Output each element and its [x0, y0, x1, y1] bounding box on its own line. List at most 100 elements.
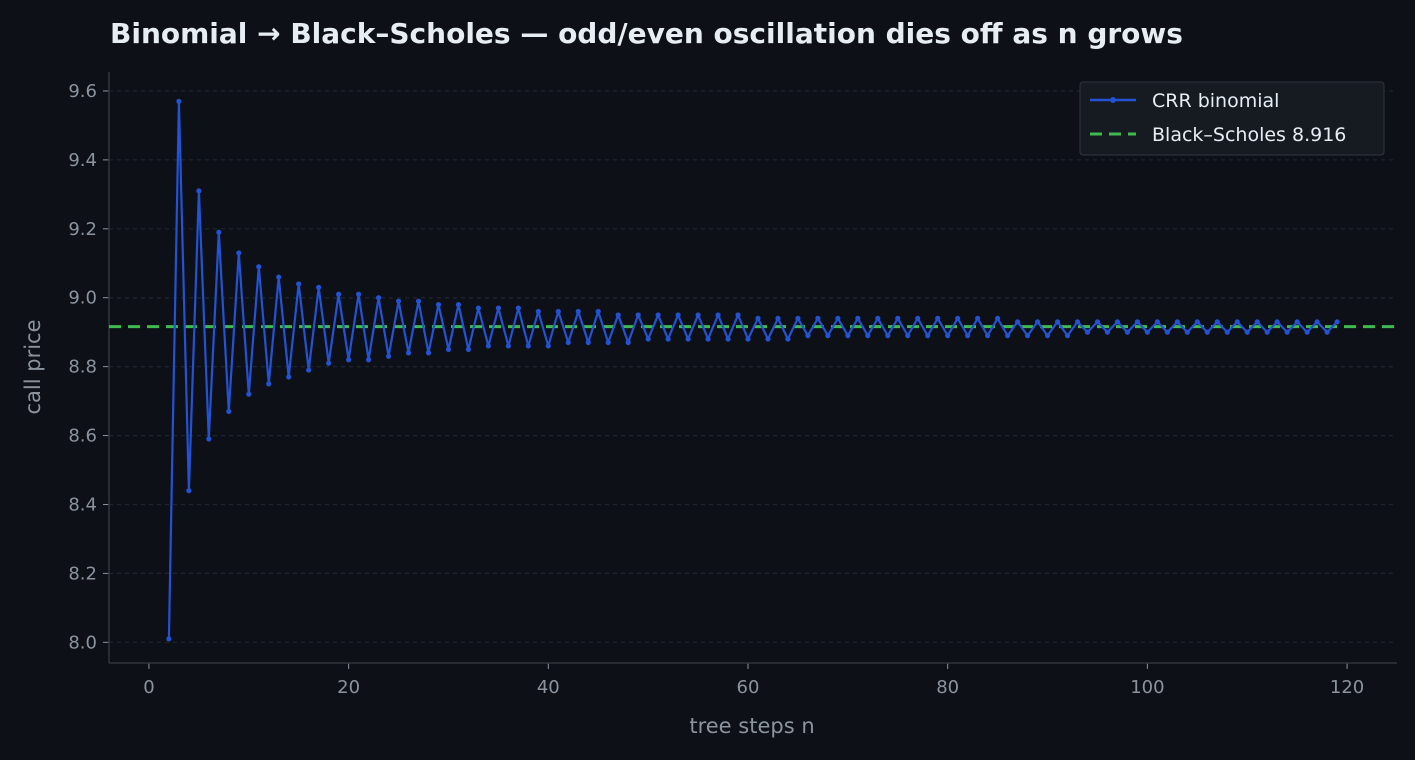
crr-binomial-point: [525, 343, 531, 349]
y-tick-label: 8.2: [68, 563, 97, 584]
crr-binomial-point: [1184, 329, 1190, 335]
crr-binomial-point: [805, 333, 811, 339]
legend-binomial-label: CRR binomial: [1152, 90, 1279, 112]
x-tick-label: 80: [936, 677, 959, 698]
crr-binomial-point: [1044, 333, 1051, 339]
crr-binomial-point: [1264, 329, 1270, 335]
crr-binomial-point: [1144, 329, 1150, 335]
crr-binomial-point: [615, 312, 621, 318]
x-tick-label: 120: [1330, 677, 1364, 698]
crr-binomial-point: [885, 333, 891, 339]
legend-bs-label: Black–Scholes 8.916: [1152, 124, 1346, 146]
x-tick-label: 20: [337, 677, 360, 698]
crr-binomial-point: [515, 305, 521, 311]
crr-binomial-point: [216, 229, 222, 235]
crr-binomial-point: [276, 274, 282, 280]
crr-binomial-point: [385, 353, 392, 359]
y-tick-label: 8.4: [68, 494, 97, 515]
crr-binomial-point: [905, 333, 911, 339]
y-tick-label: 8.8: [68, 357, 97, 378]
crr-binomial-point: [765, 336, 771, 342]
crr-binomial-point: [815, 315, 821, 321]
legend-box: [1079, 81, 1385, 156]
crr-binomial-point: [1274, 319, 1280, 325]
crr-binomial-point: [1074, 319, 1081, 325]
crr-binomial-point: [435, 302, 442, 308]
crr-binomial-point: [575, 308, 581, 315]
crr-binomial-point: [535, 308, 541, 315]
crr-binomial-point: [665, 336, 671, 342]
x-tick-label: 100: [1130, 677, 1164, 698]
crr-binomial-point: [1005, 333, 1011, 339]
crr-binomial-point: [226, 408, 232, 415]
crr-binomial-point: [1084, 329, 1091, 335]
crr-binomial-point: [336, 291, 342, 297]
crr-binomial-line: [167, 100, 1338, 639]
crr-binomial-point: [555, 308, 561, 315]
crr-binomial-point: [605, 339, 611, 346]
y-tick-label: 9.6: [68, 81, 97, 102]
crr-binomial-point: [675, 312, 681, 318]
x-tick-label: 0: [143, 677, 154, 698]
crr-binomial-point: [1304, 329, 1310, 335]
crr-binomial-point: [1164, 329, 1170, 335]
crr-binomial-point: [495, 305, 501, 311]
crr-binomial-point: [1014, 319, 1021, 325]
crr-binomial-point: [1194, 319, 1200, 325]
x-axis-label: tree steps n: [689, 714, 814, 738]
crr-binomial-point: [405, 350, 412, 356]
crr-binomial-point: [985, 333, 991, 339]
crr-binomial-point: [625, 339, 631, 346]
crr-binomial-point: [735, 312, 741, 318]
crr-binomial-point: [505, 343, 511, 349]
crr-binomial-point: [1244, 329, 1250, 335]
crr-binomial-point: [715, 312, 721, 318]
y-tick-label: 8.0: [68, 632, 97, 653]
crr-binomial-point: [965, 333, 971, 339]
crr-binomial-point: [545, 343, 551, 349]
crr-binomial-point: [725, 336, 731, 342]
crr-binomial-point: [306, 367, 312, 373]
crr-binomial-point: [855, 315, 861, 321]
crr-binomial-point: [326, 360, 332, 366]
crr-binomial-point: [166, 636, 172, 642]
crr-binomial-point: [465, 346, 472, 353]
y-tick-label: 9.4: [68, 150, 97, 171]
crr-binomial-point: [365, 357, 372, 363]
crr-binomial-point: [1294, 319, 1300, 325]
crr-binomial-point: [775, 315, 781, 321]
crr-binomial-point: [685, 336, 691, 342]
crr-binomial-point: [1114, 319, 1121, 325]
crr-binomial-point: [186, 488, 192, 494]
crr-binomial-point: [955, 315, 961, 321]
crr-binomial-point: [445, 346, 452, 353]
crr-binomial-point: [316, 284, 322, 290]
crr-binomial-point: [645, 336, 651, 342]
crr-binomial-point: [825, 333, 831, 339]
crr-binomial-point: [1254, 319, 1260, 325]
crr-binomial-point: [925, 333, 931, 339]
crr-binomial-point: [565, 339, 571, 346]
crr-binomial-point: [485, 343, 492, 349]
crr-binomial-point: [1314, 319, 1320, 325]
crr-binomial-point: [865, 333, 871, 339]
crr-binomial-point: [635, 312, 641, 318]
grid: [109, 90, 1397, 643]
chart-title: Binomial → Black–Scholes — odd/even osci…: [110, 17, 1183, 50]
crr-binomial-point: [835, 315, 841, 321]
crr-binomial-point: [995, 315, 1001, 321]
crr-binomial-point: [196, 188, 202, 194]
crr-binomial-point: [1334, 319, 1340, 325]
crr-binomial-point: [655, 312, 661, 318]
crr-binomial-point: [346, 357, 352, 363]
crr-binomial-point: [845, 333, 851, 339]
x-tick-label: 60: [737, 677, 760, 698]
crr-binomial-point: [945, 333, 951, 339]
series-layer: [109, 98, 1397, 642]
crr-binomial-point: [795, 315, 801, 321]
crr-binomial-point: [895, 315, 901, 321]
crr-binomial-point: [266, 381, 272, 387]
crr-binomial-point: [1054, 319, 1061, 325]
crr-binomial-point: [206, 436, 212, 442]
